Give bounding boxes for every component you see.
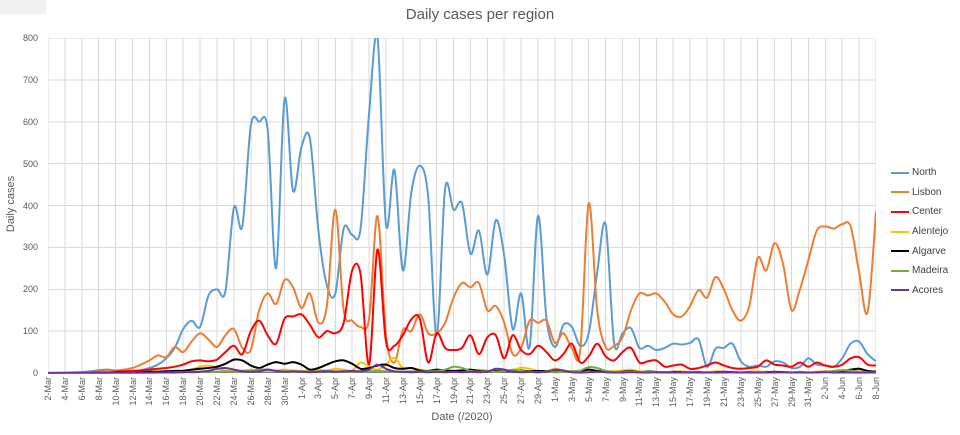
x-tick-label: 13-Apr	[397, 377, 408, 405]
x-tick-label: 6-Mar	[76, 377, 87, 401]
x-tick-label: 6-Jun	[854, 377, 865, 400]
series-line-acores	[48, 363, 876, 374]
x-tick-label: 13-May	[651, 377, 662, 408]
legend-line-swatch	[891, 210, 909, 213]
y-tick-label: 400	[22, 200, 38, 211]
x-tick-label: 23-Apr	[482, 377, 493, 405]
legend-line-swatch	[891, 171, 909, 174]
x-tick-label: 8-Jun	[871, 377, 881, 400]
y-tick-label: 0	[32, 368, 38, 378]
x-tick-label: 11-May	[634, 377, 645, 407]
legend-item-madeira: Madeira	[891, 261, 948, 281]
x-tick-label: 29-May	[786, 377, 797, 408]
x-tick-label: 19-Apr	[448, 377, 459, 405]
legend-label: Center	[912, 206, 943, 218]
x-tick-label: 17-Apr	[431, 377, 442, 405]
legend-line-swatch	[891, 191, 909, 194]
plot-area	[48, 38, 876, 374]
gridlines	[48, 38, 876, 373]
legend-label: North	[912, 167, 937, 179]
x-tick-label: 23-May	[735, 377, 746, 408]
legend-item-lisbon: Lisbon	[891, 183, 948, 203]
x-tick-label: 16-Mar	[161, 377, 172, 406]
legend-label: Alentejo	[912, 226, 949, 238]
x-tick-label: 1-Apr	[296, 377, 307, 400]
x-tick-label: 26-Mar	[245, 377, 256, 406]
series-line-lisbon	[48, 202, 876, 374]
x-tick-label: 4-Jun	[837, 377, 848, 400]
x-tick-label: 9-Apr	[364, 377, 375, 400]
x-axis-title: Date (/2020)	[431, 411, 493, 423]
x-tick-label: 11-Apr	[381, 377, 391, 404]
x-tick-label: 25-May	[752, 377, 763, 408]
screen-corner-artifact	[0, 0, 46, 14]
legend-line-swatch	[891, 250, 909, 253]
x-tick-label: 30-Mar	[279, 377, 290, 406]
x-tick-label: 1-May	[549, 377, 560, 403]
legend-item-acores: Acores	[891, 281, 948, 301]
legend: North Lisbon Center Alentejo Algarve Madeira A…	[891, 163, 948, 300]
legend-label: Lisbon	[912, 186, 942, 198]
y-tick-label: 100	[22, 326, 38, 337]
legend-item-center: Center	[891, 202, 948, 222]
legend-item-alentejo: Alentejo	[891, 222, 948, 242]
series-line-center	[48, 248, 876, 374]
x-tick-label: 31-May	[803, 377, 814, 408]
x-tick-label: 5-May	[583, 377, 594, 403]
x-tick-label: 27-Apr	[516, 377, 527, 405]
legend-label: Acores	[912, 284, 944, 296]
series-line-north	[48, 38, 876, 374]
x-tick-label: 21-May	[718, 377, 729, 408]
x-tick-label: 27-May	[769, 377, 780, 408]
legend-item-algarve: Algarve	[891, 241, 948, 261]
y-tick-label: 500	[22, 158, 38, 169]
x-tick-label: 3-May	[566, 377, 577, 403]
legend-line-swatch	[891, 230, 909, 233]
x-tick-label: 20-Mar	[195, 377, 206, 406]
x-tick-label: 28-Mar	[262, 377, 273, 406]
legend-label: Algarve	[912, 245, 946, 257]
legend-label: Madeira	[912, 265, 949, 277]
x-tick-label: 7-Apr	[347, 377, 358, 400]
x-tick-label: 12-Mar	[127, 377, 138, 406]
legend-item-north: North	[891, 163, 948, 183]
x-tick-label: 5-Apr	[330, 377, 341, 400]
x-tick-label: 18-Mar	[178, 377, 189, 406]
chart-title: Daily cases per region	[405, 6, 555, 23]
x-tick-label: 21-Apr	[465, 377, 476, 405]
y-tick-label: 200	[22, 284, 38, 295]
x-tick-label: 15-Apr	[414, 377, 425, 405]
x-tick-label: 29-Apr	[533, 377, 543, 405]
y-tick-label: 300	[22, 242, 38, 253]
x-tick-label: 14-Mar	[144, 377, 155, 406]
x-tick-label: 17-May	[685, 377, 696, 408]
x-tick-label: 7-May	[600, 377, 611, 403]
x-tick-label: 19-May	[702, 377, 712, 408]
x-tick-label: 2-Mar	[43, 377, 53, 401]
series-lines	[48, 38, 876, 374]
y-tick-label: 800	[22, 33, 38, 43]
x-tick-label: 22-Mar	[212, 377, 222, 406]
x-tick-label: 4-Mar	[59, 377, 70, 401]
x-tick-label: 3-Apr	[313, 377, 324, 400]
x-tick-label: 25-Apr	[499, 377, 510, 405]
x-tick-label: 9-May	[617, 377, 628, 403]
x-tick-label: 24-Mar	[228, 377, 239, 406]
legend-line-swatch	[891, 269, 909, 272]
x-tick-label: 8-Mar	[93, 377, 104, 401]
x-tick-label: 10-Mar	[110, 377, 121, 406]
x-tick-label: 15-May	[668, 377, 679, 408]
x-tick-label: 2-Jun	[820, 377, 831, 400]
y-tick-label: 700	[22, 74, 38, 85]
y-tick-label: 600	[22, 116, 38, 127]
legend-line-swatch	[891, 289, 909, 292]
